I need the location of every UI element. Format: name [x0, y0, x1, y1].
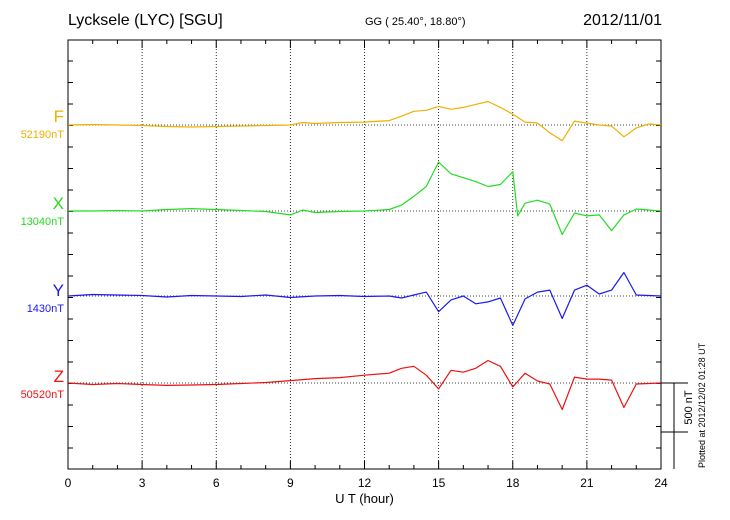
x-tick-label: 15 [432, 476, 446, 490]
x-tick-label: 3 [139, 476, 146, 490]
x-tick-label: 18 [506, 476, 520, 490]
date-label: 2012/11/01 [583, 12, 662, 29]
series-baseline: 52190nT [20, 129, 64, 141]
series-line-f [67, 100, 662, 142]
series-baseline: 13040nT [20, 216, 64, 228]
plotted-note: Plotted at 2012/12/02 01:28 UT [697, 342, 707, 468]
series-label-f: F 52190nT [4, 107, 64, 141]
coordinates-label: GG ( 25.40°, 18.80°) [365, 16, 466, 28]
series-line-z [67, 359, 662, 411]
plot-frame [67, 39, 662, 470]
x-tick-label: 6 [213, 476, 220, 490]
x-tick-label: 24 [654, 476, 668, 490]
series-line-x [68, 161, 662, 236]
series-label-y: Y 1430nT [4, 281, 64, 315]
series-name: Z [53, 367, 64, 386]
series-label-z: Z 50520nT [4, 367, 64, 401]
series-name: F [53, 107, 64, 126]
scale-bar-label: 500 nT [683, 390, 695, 425]
series-baseline: 1430nT [26, 303, 64, 315]
series-label-x: X 13040nT [4, 194, 64, 228]
series-baseline: 50520nT [20, 389, 64, 401]
series-name: X [52, 194, 64, 213]
station-title: Lycksele (LYC) [SGU] [68, 12, 223, 29]
x-tick-label: 9 [287, 476, 294, 490]
x-tick-label: 12 [358, 476, 372, 490]
x-tick-label: 21 [580, 476, 594, 490]
x-tick-label: 0 [65, 476, 72, 490]
series-line-y [67, 271, 662, 326]
x-axis-label: U T (hour) [335, 491, 394, 506]
series-name: Y [52, 281, 64, 300]
